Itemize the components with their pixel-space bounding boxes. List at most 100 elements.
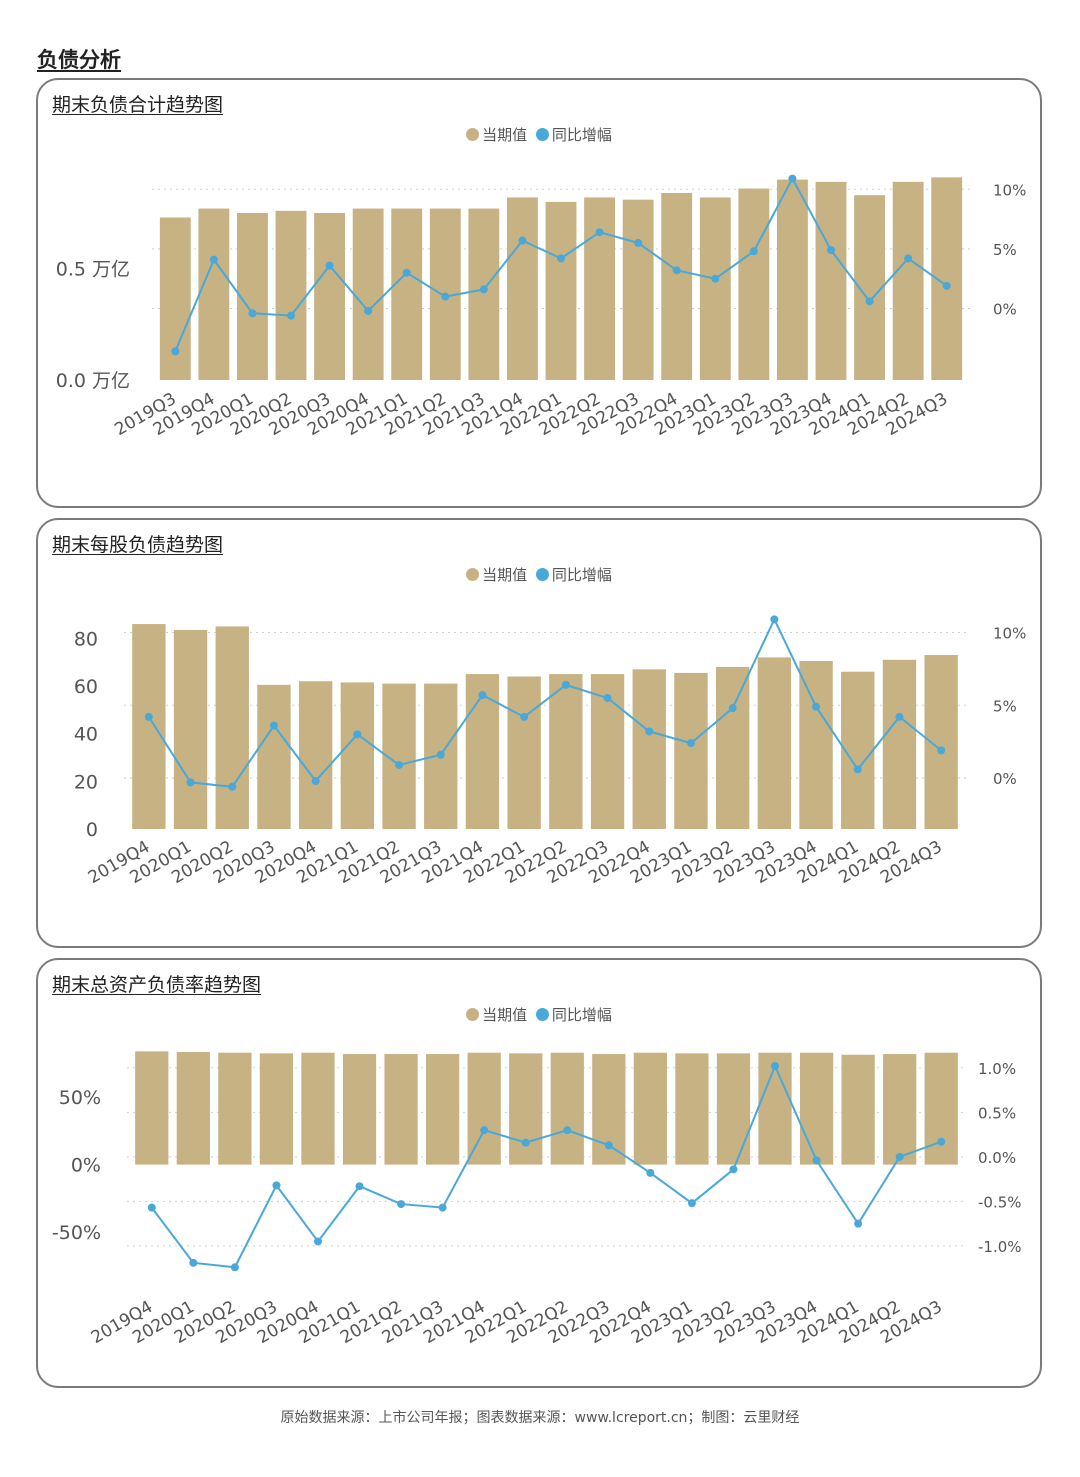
bar — [882, 659, 917, 829]
legend-item-line[interactable]: 同比增幅 — [535, 124, 612, 145]
panel-title: 期末负债合计趋势图 — [52, 94, 224, 116]
legend-swatch-bar — [466, 1008, 480, 1021]
bar — [257, 684, 291, 829]
legend-item-bar[interactable]: 当期值 — [466, 564, 527, 585]
growth-point — [645, 727, 654, 736]
bar — [340, 682, 375, 829]
bar — [924, 1052, 958, 1165]
bar — [215, 626, 249, 829]
growth-point — [441, 292, 450, 301]
bar — [633, 1052, 667, 1165]
bar — [314, 213, 345, 380]
legend-item-bar[interactable]: 当期值 — [466, 124, 527, 145]
legend-item-line[interactable]: 同比增幅 — [535, 1004, 612, 1025]
growth-point — [353, 730, 362, 739]
bar — [715, 666, 750, 829]
bar — [176, 1052, 210, 1165]
bar — [758, 1052, 792, 1165]
growth-point — [729, 1165, 738, 1174]
growth-point — [147, 1203, 156, 1212]
bar — [135, 1051, 169, 1165]
growth-point — [788, 174, 797, 183]
bar — [507, 197, 538, 380]
growth-point — [770, 615, 779, 624]
growth-point — [364, 306, 373, 315]
bar — [892, 181, 924, 380]
bar — [716, 1053, 751, 1165]
growth-point — [634, 238, 643, 247]
bar — [198, 208, 230, 380]
bar — [674, 672, 708, 829]
growth-point — [686, 739, 695, 748]
bar — [841, 1054, 875, 1165]
bar — [777, 179, 808, 380]
bar — [507, 676, 541, 829]
bar — [799, 1052, 834, 1165]
growth-point — [865, 297, 874, 306]
growth-point — [313, 1237, 322, 1246]
growth-point — [749, 247, 758, 256]
growth-point — [595, 228, 604, 237]
right-axis-tick-label: 0.5% — [978, 1104, 1016, 1122]
growth-point — [144, 712, 153, 721]
legend: 当期值 同比增幅 — [38, 124, 1040, 145]
growth-point — [230, 1263, 239, 1272]
growth-point — [171, 347, 180, 356]
growth-point — [711, 274, 720, 283]
growth-point — [521, 1138, 530, 1147]
growth-point — [228, 782, 237, 791]
legend-label-bar: 当期值 — [482, 1006, 528, 1024]
legend-item-line[interactable]: 同比增幅 — [535, 564, 612, 585]
liabilities-per-share-panel: 期末每股负债趋势图 当期值 同比增幅 0 20 40 60 80 0% 5% 10% 2019Q… — [36, 518, 1042, 948]
legend-item-bar[interactable]: 当期值 — [466, 1004, 527, 1025]
growth-point — [561, 680, 570, 689]
growth-point — [189, 1258, 198, 1267]
bar — [342, 1054, 377, 1165]
growth-point — [248, 309, 257, 318]
left-axis-tick-label: 0% — [71, 1155, 101, 1177]
growth-point — [478, 691, 487, 700]
bar — [584, 197, 615, 380]
bar — [384, 1054, 418, 1165]
bar — [622, 199, 654, 380]
growth-point — [479, 285, 488, 294]
debt-ratio-chart: -50%0%50%-1.0%-0.5%0.0%0.5%1.0%2019Q4202… — [52, 1051, 1022, 1348]
bar — [632, 669, 666, 829]
bar — [675, 1053, 709, 1165]
bar — [173, 630, 208, 829]
right-axis-tick-label: 5% — [993, 241, 1017, 259]
legend-label-line: 同比增幅 — [551, 126, 612, 144]
growth-point — [937, 1137, 946, 1146]
growth-line — [150, 1063, 942, 1269]
growth-point — [937, 746, 946, 755]
liabilities-total-panel: 期末负债合计趋势图 当期值 同比增幅 0.0 万亿 0.5 万亿 0% 5% 10% 20… — [36, 78, 1042, 508]
growth-point — [812, 702, 821, 711]
growth-point — [904, 254, 913, 263]
growth-point — [186, 778, 195, 787]
legend-swatch-line — [535, 128, 549, 141]
growth-point — [269, 721, 278, 730]
growth-point — [854, 1219, 863, 1228]
growth-point — [603, 693, 612, 702]
bar — [301, 1052, 335, 1165]
left-axis-tick-label: 50% — [59, 1087, 101, 1109]
bar — [298, 681, 333, 829]
bar — [275, 210, 307, 380]
bar — [467, 1052, 501, 1165]
growth-point — [895, 712, 904, 721]
growth-point — [325, 261, 334, 270]
bar — [545, 201, 577, 380]
right-axis-tick-label: 1.0% — [978, 1060, 1016, 1078]
growth-point — [895, 1152, 904, 1161]
legend-swatch-bar — [466, 128, 480, 141]
left-axis-tick-label: 0.5 万亿 — [56, 259, 130, 281]
bar — [132, 624, 166, 829]
legend-swatch-line — [535, 568, 549, 581]
panel-title: 期末总资产负债率趋势图 — [52, 974, 262, 996]
growth-point — [209, 255, 218, 264]
right-axis-tick-label: 10% — [993, 181, 1026, 199]
legend: 当期值 同比增幅 — [38, 564, 1040, 585]
bar — [259, 1053, 294, 1165]
panel-title: 期末每股负债趋势图 — [52, 534, 224, 556]
bar — [391, 208, 423, 380]
